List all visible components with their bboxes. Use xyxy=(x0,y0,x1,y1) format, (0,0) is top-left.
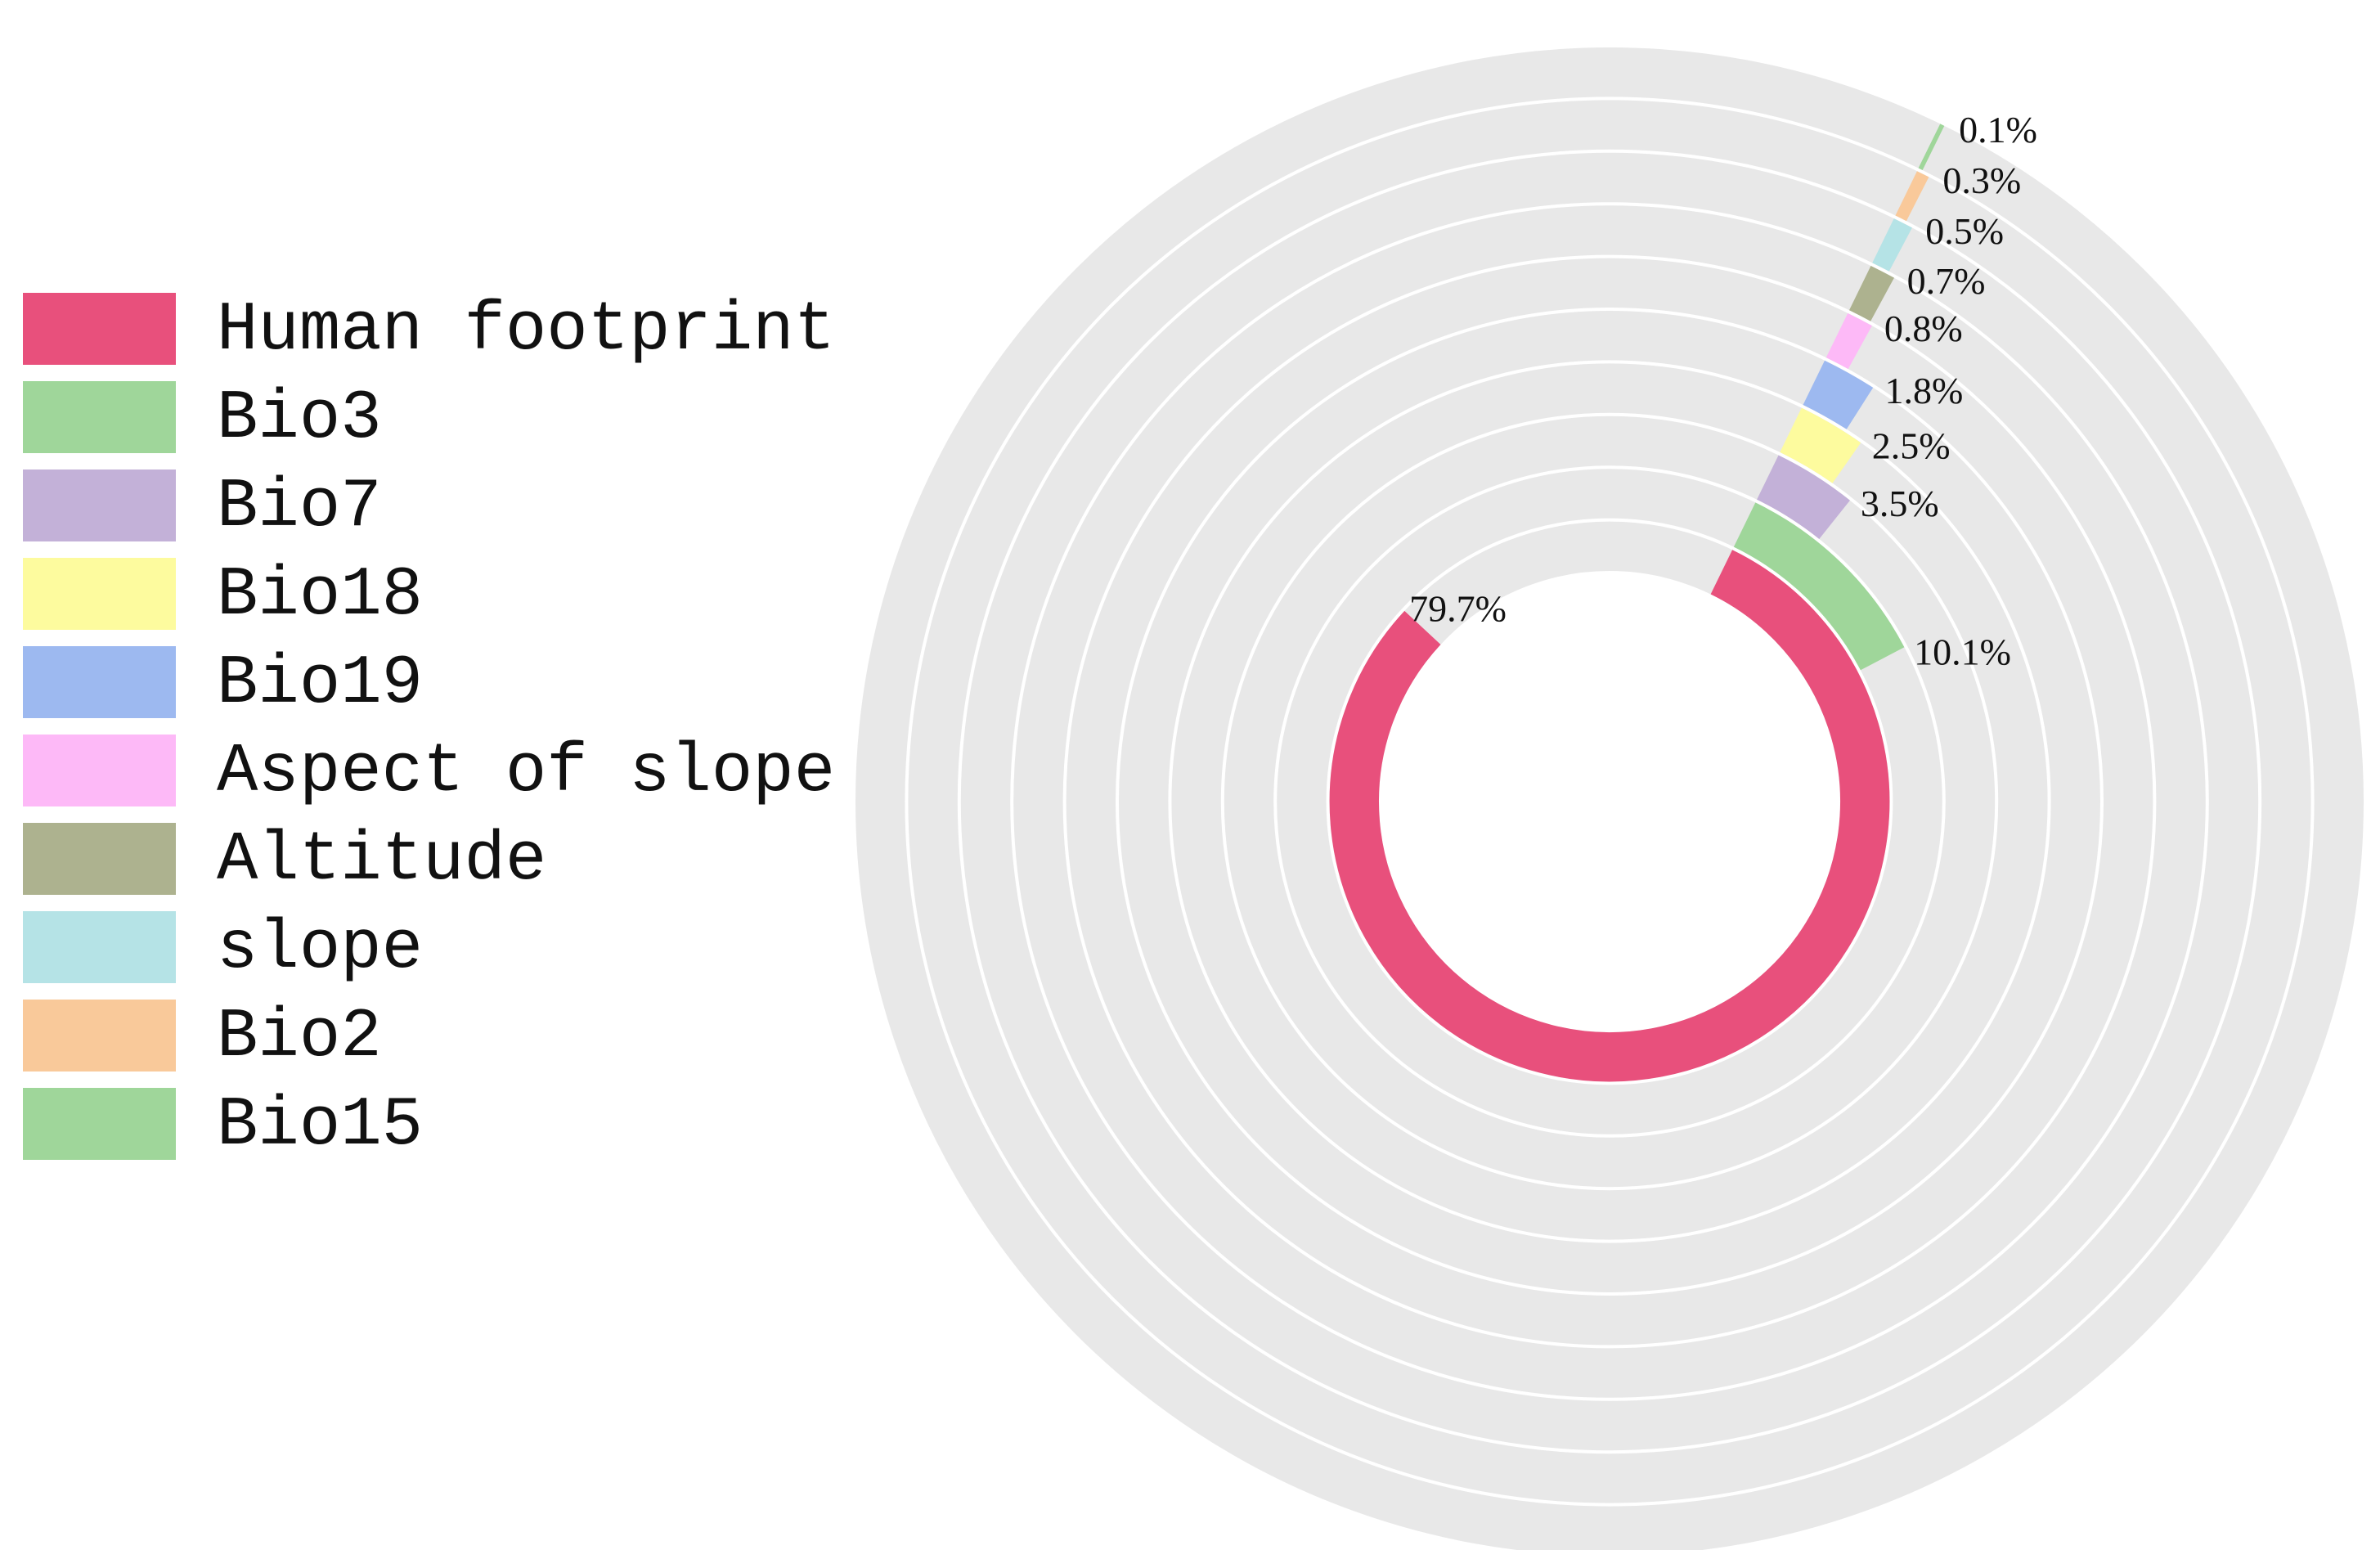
legend-swatch xyxy=(23,1088,176,1160)
value-label: 0.8% xyxy=(1884,308,1963,349)
bar xyxy=(1918,124,1945,170)
legend-swatch xyxy=(23,558,176,630)
bar xyxy=(1872,218,1912,272)
bar xyxy=(1825,312,1872,370)
bar xyxy=(1848,265,1894,321)
legend-swatch xyxy=(23,1000,176,1072)
track xyxy=(1277,469,1942,1134)
legend-label: Aspect of slope xyxy=(217,734,835,811)
legend-swatch xyxy=(23,911,176,983)
legend-label: Bio19 xyxy=(217,645,423,723)
legend-label: Bio2 xyxy=(217,999,382,1076)
track xyxy=(855,47,2364,1550)
bar xyxy=(1803,360,1874,429)
value-label: 0.3% xyxy=(1942,159,2021,201)
bar xyxy=(1779,407,1861,483)
track xyxy=(908,100,2311,1503)
legend-swatch xyxy=(23,646,176,718)
legend-label: Bio3 xyxy=(217,380,382,458)
track xyxy=(1066,258,2153,1346)
value-label: 0.5% xyxy=(1925,210,2004,252)
legend-swatch xyxy=(23,823,176,895)
legend-label: Bio7 xyxy=(217,469,382,546)
track xyxy=(1118,311,2100,1292)
legend-swatch xyxy=(23,381,176,453)
bar xyxy=(1329,550,1890,1082)
legend-label: Bio18 xyxy=(217,557,423,635)
value-label: 3.5% xyxy=(1861,483,1939,524)
legend-label: slope xyxy=(217,910,423,988)
legend-label: Bio15 xyxy=(217,1087,423,1165)
legend-label: Human footprint xyxy=(217,292,835,370)
legend-swatch xyxy=(23,293,176,365)
value-label: 10.1% xyxy=(1914,631,2011,672)
value-label: 1.8% xyxy=(1884,370,1963,411)
legend-swatch xyxy=(23,469,176,541)
track xyxy=(1224,416,1996,1188)
bar xyxy=(1733,502,1905,671)
bar xyxy=(1895,171,1929,222)
value-label: 0.7% xyxy=(1907,260,1986,302)
value-label: 0.1% xyxy=(1959,109,2037,151)
track xyxy=(1171,363,2048,1240)
track xyxy=(960,152,2259,1451)
value-label: 79.7% xyxy=(1409,588,1507,630)
track xyxy=(1013,205,2206,1398)
legend-swatch xyxy=(23,735,176,806)
bar xyxy=(1756,455,1850,540)
legend-label: Altitude xyxy=(217,822,546,900)
value-label: 2.5% xyxy=(1872,425,1951,466)
